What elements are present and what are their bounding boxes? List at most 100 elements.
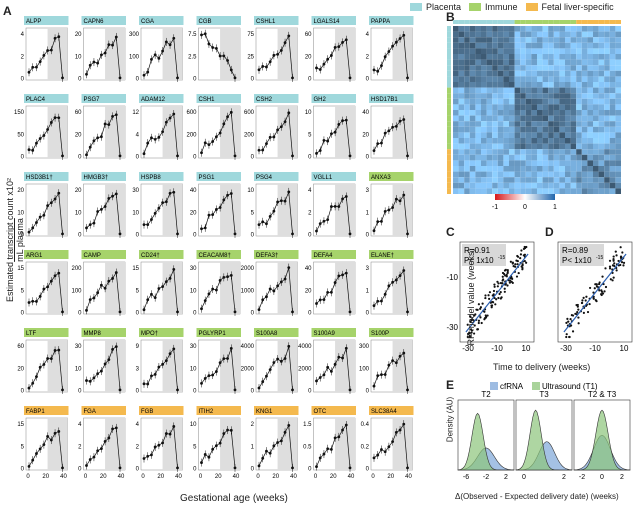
trend-line — [28, 272, 63, 312]
scatter-point — [514, 263, 517, 266]
heatmap-cell — [587, 154, 593, 161]
heatmap-cell — [537, 149, 543, 155]
heatmap-cell — [520, 154, 526, 161]
heatmap-cell — [615, 93, 621, 99]
heatmap-cell — [553, 93, 560, 99]
data-point — [261, 298, 265, 302]
heatmap-cell — [570, 76, 577, 82]
panel-letter-d: D — [545, 225, 554, 239]
y-tick-label: 600 — [186, 110, 197, 116]
scatter-point — [488, 297, 491, 300]
data-point — [99, 447, 103, 450]
data-point — [164, 40, 168, 44]
heatmap-cell — [525, 31, 532, 38]
heatmap-cell — [481, 143, 487, 150]
scatter-point — [474, 313, 477, 316]
heatmap-cell — [609, 149, 616, 155]
heatmap-cell — [537, 143, 543, 150]
heatmap-side-group-bar — [447, 37, 451, 43]
data-point — [111, 277, 114, 280]
scatter-point — [612, 276, 615, 279]
data-point — [176, 466, 179, 470]
heatmap-cell — [587, 166, 593, 172]
scatter-point — [483, 318, 486, 321]
data-point — [38, 294, 42, 298]
heatmap-cell — [542, 160, 549, 166]
data-point — [203, 376, 207, 380]
gene-header-bar — [139, 406, 184, 415]
heatmap-cell — [509, 98, 515, 105]
heatmap-cell — [581, 65, 588, 71]
heatmap-cell — [492, 171, 498, 178]
data-point — [118, 154, 122, 158]
data-point — [85, 379, 88, 382]
heatmap-cell — [565, 54, 571, 60]
heatmap-cell — [565, 42, 571, 49]
heatmap-cell — [464, 126, 470, 133]
data-point — [49, 438, 53, 442]
heatmap-cell — [570, 98, 577, 105]
scatter-point — [601, 292, 605, 295]
data-point — [380, 299, 383, 303]
scatter-point — [600, 293, 603, 296]
heatmap-cell — [520, 93, 526, 99]
heatmap-cell — [469, 182, 476, 189]
heatmap-cell — [458, 138, 465, 144]
data-point — [268, 60, 272, 64]
scatter-point — [612, 255, 615, 258]
density-curve — [515, 409, 572, 471]
heatmap-cell — [492, 31, 498, 38]
scatter-point — [519, 256, 522, 260]
heatmap-cell — [475, 121, 481, 127]
heatmap-cell — [481, 104, 487, 110]
heatmap-cell — [464, 65, 470, 71]
y-tick-label: 0 — [251, 154, 255, 160]
heatmap-side-group-bar — [447, 42, 451, 49]
heatmap-cell — [525, 115, 532, 122]
heatmap-cell — [587, 98, 593, 105]
trend-line — [373, 193, 408, 234]
heatmap-cell — [615, 110, 621, 116]
gene-name-label: CSH2 — [256, 97, 273, 103]
heatmap-cell — [576, 70, 582, 77]
heatmap-cell — [609, 104, 616, 110]
heatmap-cell — [537, 82, 543, 88]
heatmap-cell — [553, 138, 560, 144]
postpartum-shade — [105, 262, 125, 314]
heatmap-cell — [581, 160, 588, 166]
x-tick-label: 0 — [199, 474, 203, 480]
data-point — [161, 285, 165, 289]
density-legend-label: cfRNA — [500, 382, 524, 391]
heatmap-cell — [553, 104, 560, 110]
heatmap-cell — [497, 132, 504, 138]
y-tick-label: 600 — [244, 110, 255, 116]
x-tick-label: -30 — [560, 344, 572, 353]
heatmap-cell — [469, 132, 476, 138]
heatmap-side-group-bar — [447, 166, 451, 172]
heatmap-cell — [492, 160, 498, 166]
heatmap-cell — [537, 121, 543, 127]
heatmap-cell — [481, 126, 487, 133]
heatmap-cell — [481, 93, 487, 99]
data-point — [150, 453, 153, 457]
heatmap-cell — [531, 149, 537, 155]
data-point — [118, 466, 122, 470]
y-tick-label: 0 — [308, 310, 312, 316]
heatmap-cell — [604, 26, 610, 32]
heatmap-cell — [475, 132, 481, 138]
heatmap-cell — [458, 65, 465, 71]
heatmap-cell — [497, 54, 504, 60]
gene-name-label: FABP1 — [26, 409, 45, 415]
data-point — [315, 302, 318, 305]
data-point — [268, 135, 272, 139]
heatmap-cell — [615, 48, 621, 54]
y-tick-label: 2000 — [241, 266, 255, 272]
heatmap-cell — [593, 54, 599, 60]
scatter-point — [577, 308, 580, 311]
heatmap-cell — [542, 115, 549, 122]
heatmap-cell — [531, 182, 537, 189]
heatmap-cell — [548, 48, 554, 54]
heatmap-cell — [593, 42, 599, 49]
heatmap-cell — [469, 160, 476, 166]
data-point — [372, 456, 376, 460]
